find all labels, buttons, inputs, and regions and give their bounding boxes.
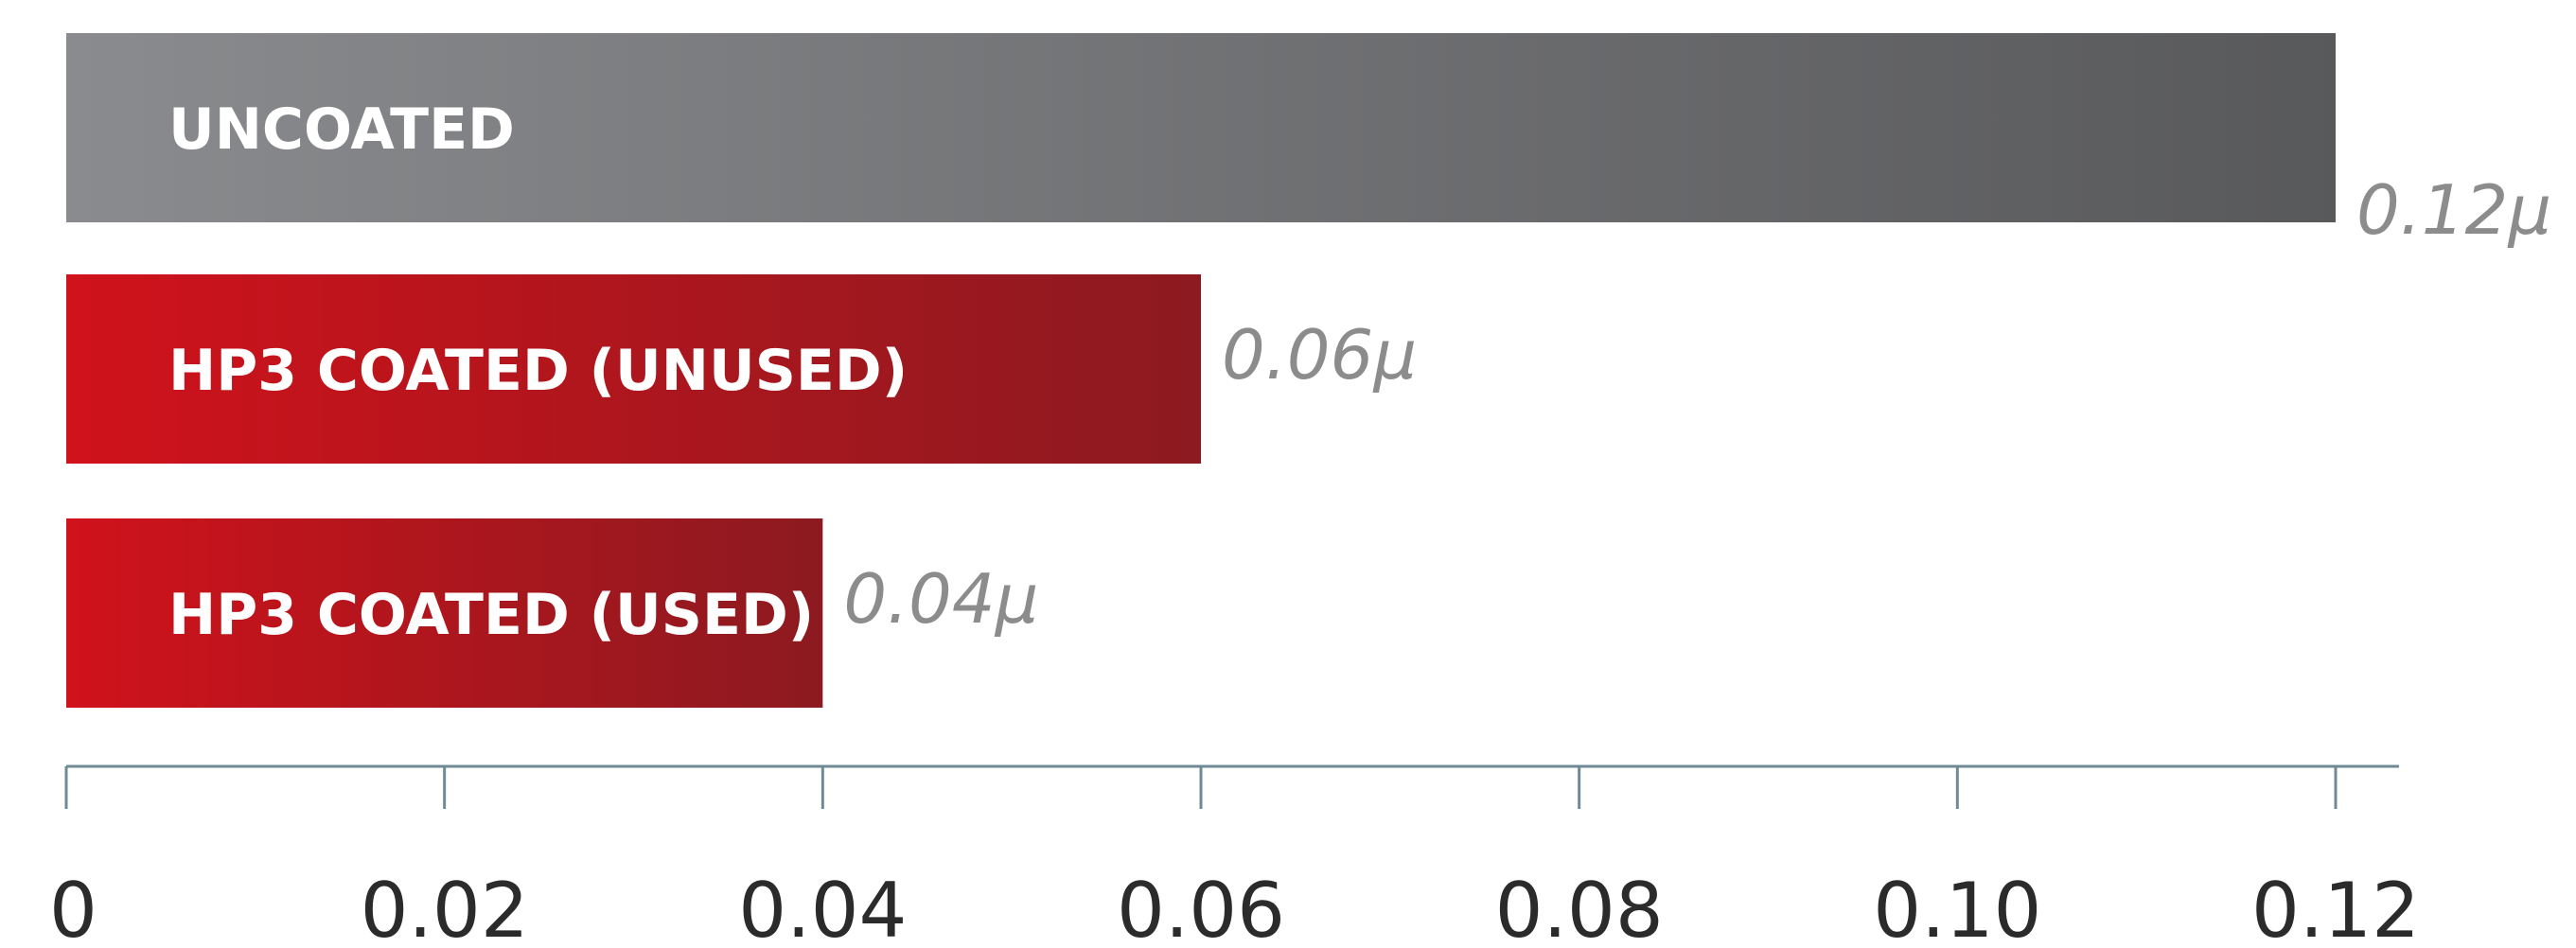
x-tick-label: 0.08 — [1495, 867, 1664, 948]
x-tick-label: 0.12 — [2251, 867, 2420, 948]
value-label-uncoated: 0.12μ — [2356, 170, 2551, 250]
x-tick-label: 0 — [49, 867, 97, 948]
value-label-hp3-coated-used: 0.04μ — [843, 559, 1038, 639]
x-tick-label: 0.04 — [738, 867, 907, 948]
bar-uncoated — [66, 33, 2336, 222]
bars-layer: UNCOATED 0.12μ HP3 COATED (UNUSED) 0.06μ HP3… — [66, 33, 2551, 708]
value-label-hp3-coated-unused: 0.06μ — [1222, 315, 1417, 395]
bar-label-uncoated: UNCOATED — [168, 97, 515, 163]
bar-hp3-coated-used — [66, 518, 823, 708]
x-tick-label: 0.10 — [1873, 867, 2041, 948]
x-tick-label: 0.02 — [361, 867, 529, 948]
bar-label-hp3-coated-unused: HP3 COATED (UNUSED) — [168, 338, 908, 404]
x-tick-label: 0.06 — [1117, 867, 1285, 948]
x-axis: 0 0.02 0.04 0.06 0.08 0.10 0.12 — [49, 764, 2420, 948]
bar-hp3-coated-unused — [66, 274, 1201, 464]
bar-label-hp3-coated-used: HP3 COATED (USED) — [168, 582, 814, 648]
